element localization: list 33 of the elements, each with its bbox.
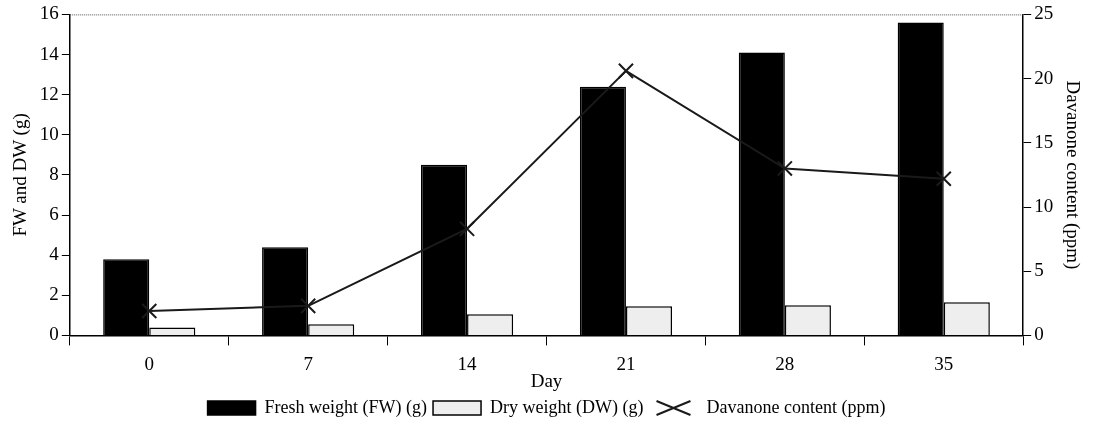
legend-label: Fresh weight (FW) (g) <box>264 396 428 418</box>
point <box>141 302 158 320</box>
point <box>617 62 635 79</box>
point <box>776 160 793 177</box>
x-tick-label: 35 <box>934 352 954 374</box>
legend-label: Dry weight (DW) (g) <box>490 396 644 418</box>
y-tick-label: 2 <box>49 283 59 305</box>
x-tick-label: 28 <box>775 352 795 374</box>
point <box>458 220 476 237</box>
y-axis-title: FW and DW (g) <box>9 113 32 237</box>
y-tick-label: 12 <box>39 82 59 104</box>
x-axis-title: Day <box>530 369 563 391</box>
y2-axis-title: Davanone content (ppm) <box>1061 80 1084 270</box>
point <box>300 297 317 314</box>
y-tick-label: 8 <box>49 162 59 184</box>
y-tick-label: 6 <box>49 203 59 225</box>
y2-tick-label: 20 <box>1034 66 1054 88</box>
y2-tick-label: 0 <box>1034 323 1044 345</box>
point <box>935 170 952 187</box>
y2-tick-label: 25 <box>1034 2 1054 24</box>
x-tick-label: 14 <box>457 352 478 374</box>
y-tick-label: 10 <box>39 122 59 144</box>
y2-tick-label: 10 <box>1034 194 1054 216</box>
legend-label: Davanone content (ppm) <box>706 396 886 418</box>
y-tick-label: 4 <box>49 243 60 265</box>
y-tick-label: 16 <box>39 2 59 24</box>
y2-tick-label: 5 <box>1034 259 1044 281</box>
x-tick-label: 21 <box>616 352 636 374</box>
y-tick-label: 0 <box>49 323 59 345</box>
x-tick-label: 0 <box>144 352 154 374</box>
y-tick-label: 14 <box>39 42 60 64</box>
y2-tick-label: 15 <box>1034 130 1054 152</box>
x-tick-label: 7 <box>303 352 313 374</box>
